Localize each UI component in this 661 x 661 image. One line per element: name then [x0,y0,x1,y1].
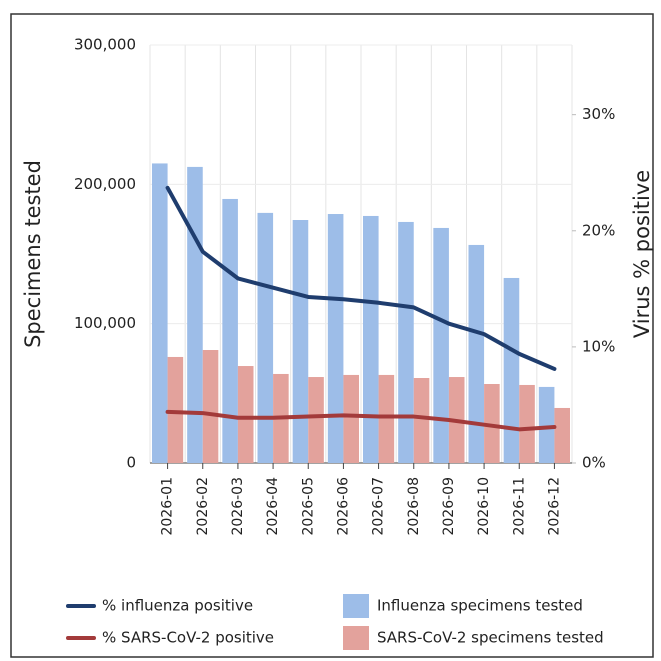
bar [187,166,203,463]
x-tick-label: 2026-12 [546,477,562,536]
x-tick-label: 2026-05 [300,477,316,536]
legend-text: Influenza specimens tested [377,597,583,615]
legend-text: SARS-CoV-2 specimens tested [377,629,604,647]
y-tick-label: 200,000 [74,175,136,193]
x-tick-label: 2026-01 [160,477,176,536]
y2-tick-label: 30% [582,105,615,123]
bar [378,374,395,463]
frame [10,13,654,658]
line [165,185,557,371]
bar [398,221,414,463]
legend-text: % SARS-CoV-2 positive [102,629,274,647]
bar [468,244,485,463]
bar [152,163,168,463]
bar [202,350,219,463]
bar [484,383,500,463]
line [165,409,557,432]
legend-marker [343,594,369,618]
bar [237,366,254,463]
x-tick-label: 2026-07 [371,477,387,536]
bar [222,198,238,464]
bar [413,378,430,463]
x-tick-label: 2026-06 [335,477,351,536]
x-tick-label: 2026-08 [406,477,422,536]
y2-tick-label: 20% [582,221,615,239]
bar [327,214,344,463]
y2-tick-label: 0% [582,454,606,472]
bar [519,384,535,463]
y-tick-label: 100,000 [74,314,136,332]
y2-tick-label: 10% [582,337,615,355]
x-tick-label: 2026-04 [265,477,281,536]
y-tick-label: 0 [126,454,136,472]
x-tick-label: 2026-03 [230,477,246,536]
bar [503,277,520,463]
x-tick-label: 2026-02 [195,477,211,536]
bar [167,356,184,463]
bar [538,386,555,463]
x-tick-label: 2026-10 [476,477,492,535]
legend-marker [343,626,369,650]
x-tick-label: 2026-09 [441,477,457,536]
bar [433,227,449,463]
bar [363,215,379,463]
x-tick-label: 2026-11 [511,477,527,536]
bar [257,212,274,463]
bar [343,374,359,463]
y-tick-label: 300,000 [74,36,136,54]
bar [308,377,324,463]
legend-text: % influenza positive [102,597,253,615]
bar [292,220,309,463]
y2-axis-title: Virus % positive [630,170,654,338]
bar [554,407,570,463]
y-axis-title: Specimens tested [21,160,45,348]
